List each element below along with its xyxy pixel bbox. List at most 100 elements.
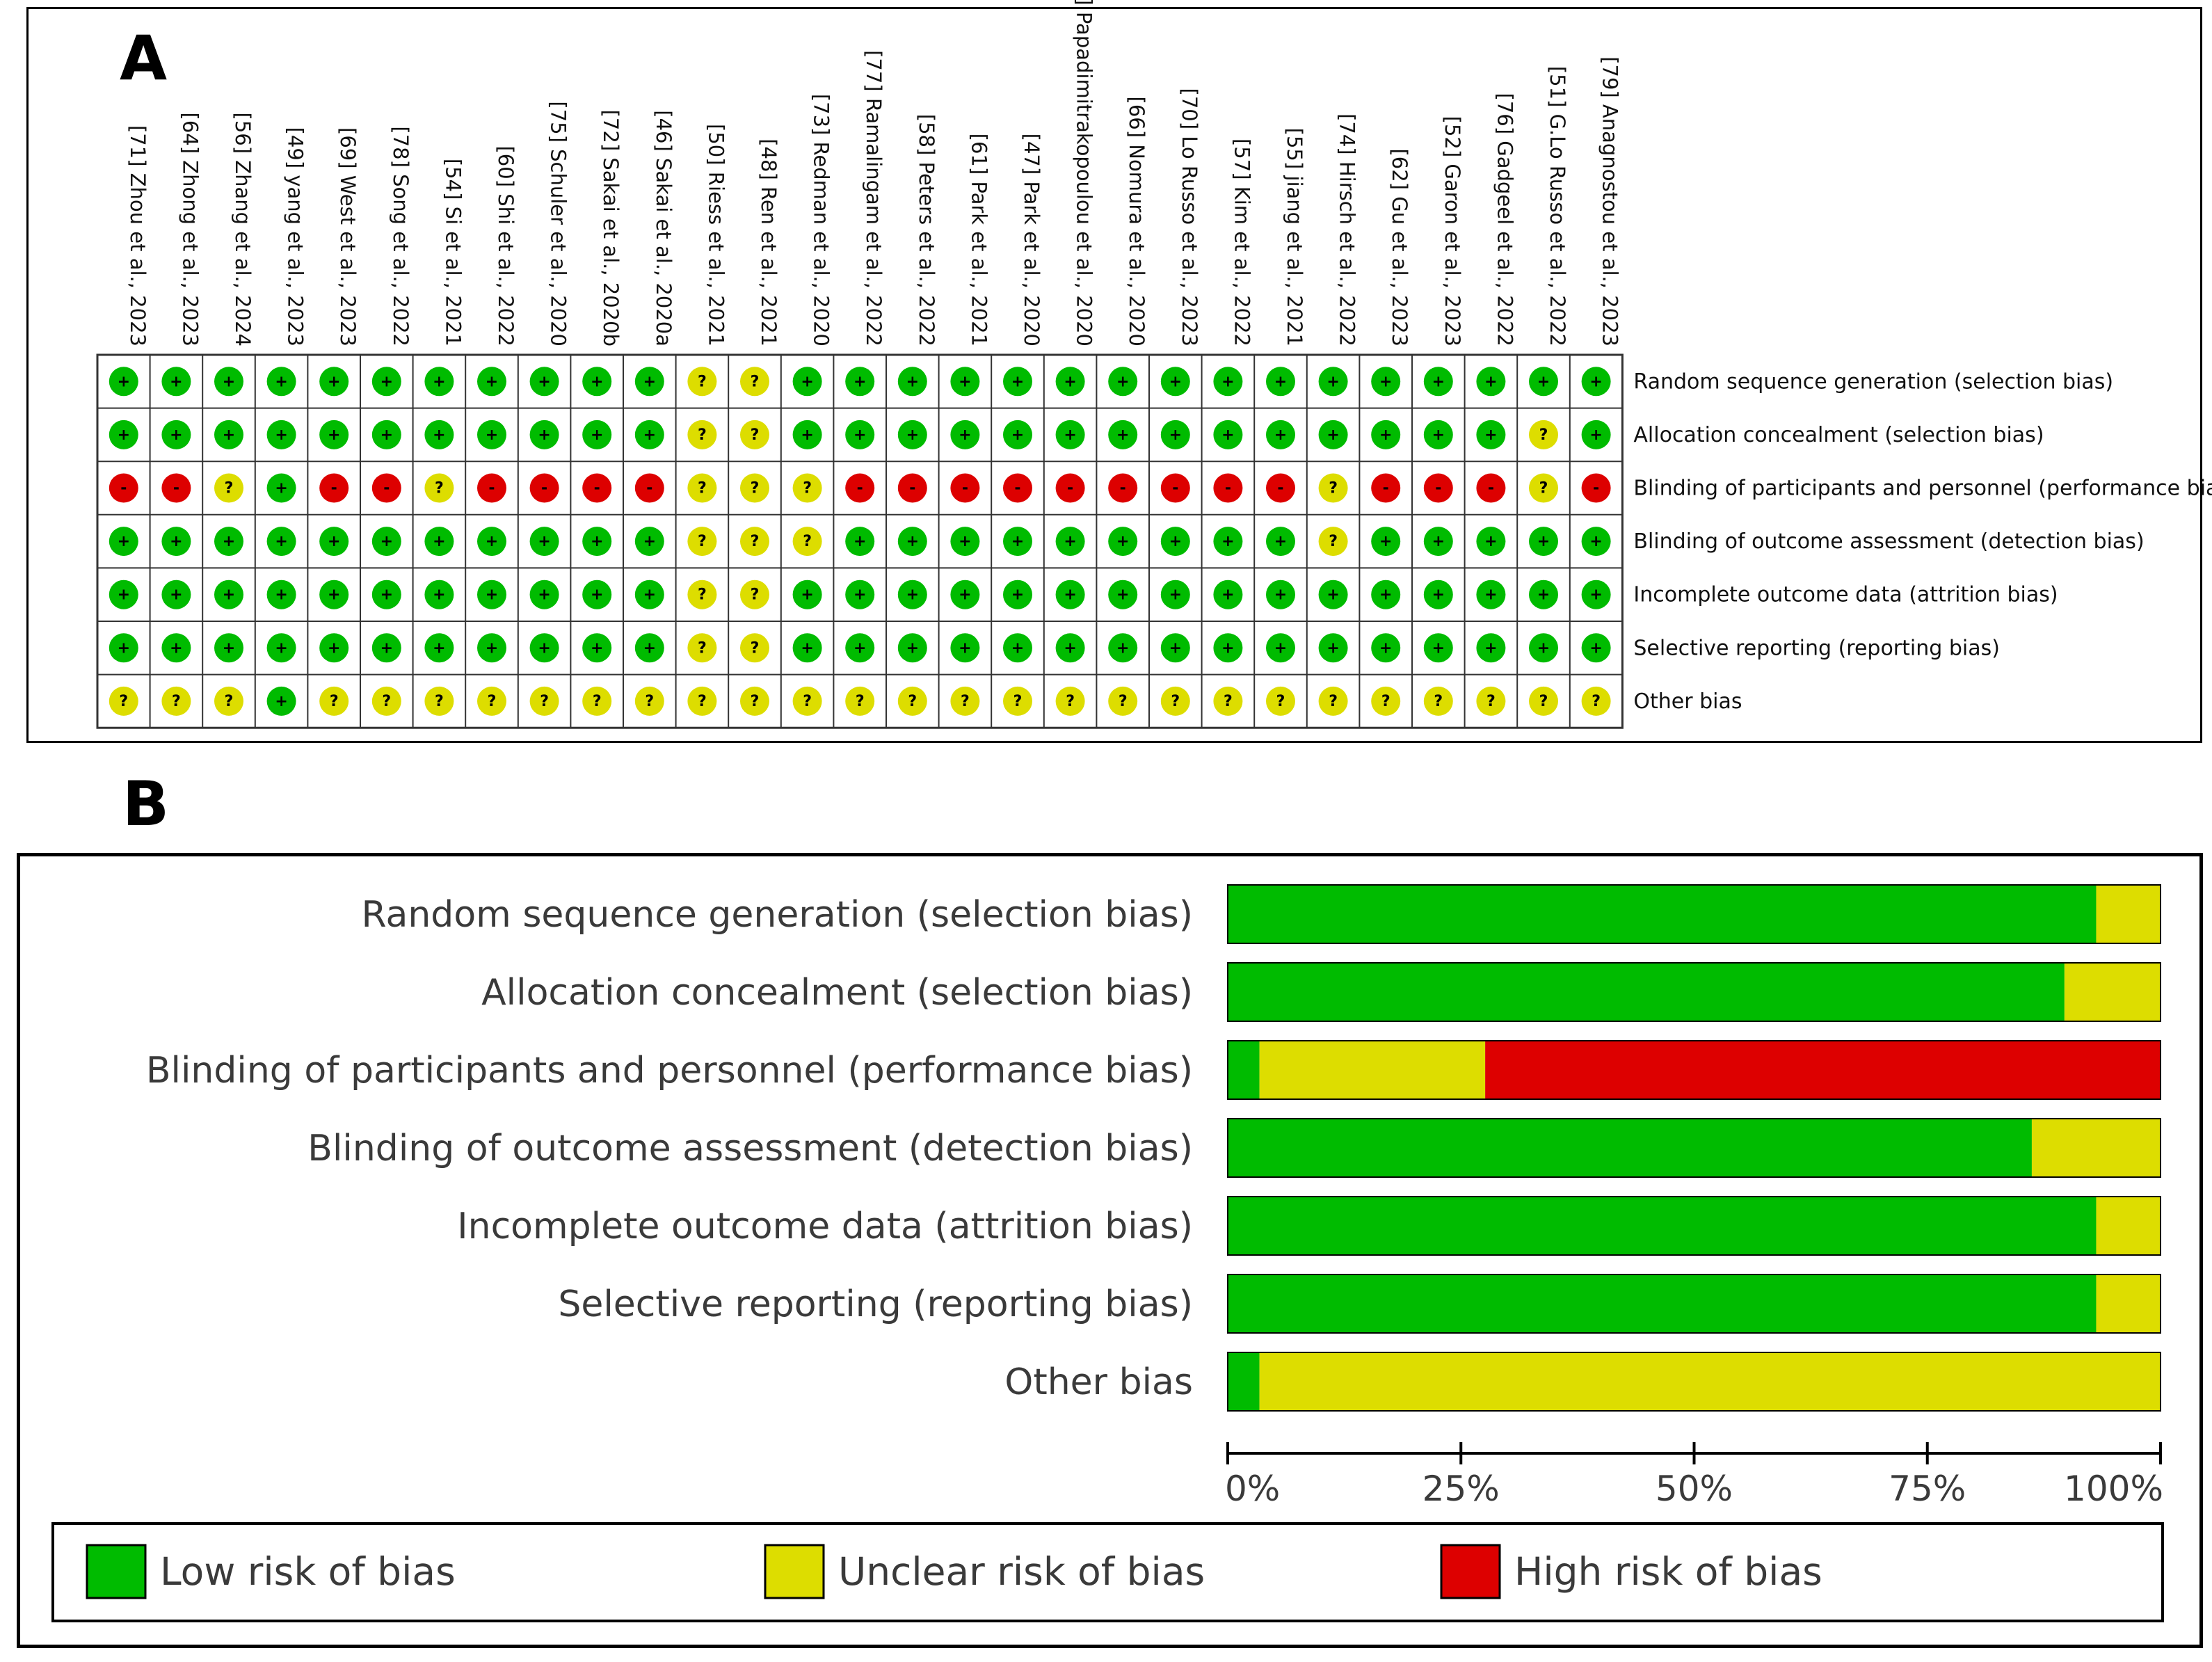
judgement-cell: + <box>109 527 138 557</box>
judgement-dot <box>266 527 296 557</box>
judgement-cell: - <box>897 473 927 503</box>
judgement-symbol: + <box>170 426 182 444</box>
judgement-cell: + <box>1423 527 1453 557</box>
judgement-dot <box>266 473 296 503</box>
judgement-dot <box>1108 367 1138 397</box>
judgement-cell: + <box>1371 580 1401 609</box>
judgement-cell: + <box>845 420 875 449</box>
judgement-cell: + <box>634 420 664 449</box>
judgement-symbol: ? <box>1381 693 1390 710</box>
judgement-symbol: + <box>1274 426 1287 444</box>
judgement-dot <box>687 367 717 397</box>
judgement-dot <box>371 580 401 609</box>
legend-frame <box>51 1522 2164 1622</box>
judgement-symbol: + <box>591 639 603 657</box>
judgement-cell: + <box>897 420 927 449</box>
judgement-symbol: + <box>1064 373 1076 390</box>
judgement-symbol: + <box>1011 639 1024 657</box>
bar-outline <box>1227 1274 2161 1334</box>
judgement-symbol: ? <box>1434 693 1443 710</box>
judgement-cell: + <box>1529 633 1558 663</box>
judgement-dot <box>740 633 769 663</box>
judgement-symbol: + <box>433 533 445 550</box>
judgement-symbol: + <box>275 373 287 390</box>
judgement-symbol: + <box>1589 373 1602 390</box>
judgement-symbol: ? <box>1539 426 1548 444</box>
judgement-dot <box>529 527 559 557</box>
judgement-cell: + <box>1318 420 1348 449</box>
judgement-symbol: + <box>643 373 656 390</box>
judgement-symbol: + <box>906 373 919 390</box>
judgement-dot <box>845 473 875 503</box>
judgement-dot <box>950 686 980 716</box>
judgement-symbol: ? <box>856 693 865 710</box>
judgement-cell: ? <box>792 686 822 716</box>
judgement-dot <box>214 527 243 557</box>
x-tick-label: 25% <box>1422 1469 1500 1509</box>
judgement-symbol: - <box>1120 480 1126 497</box>
judgement-dot <box>1581 580 1611 609</box>
judgement-cell: + <box>897 633 927 663</box>
judgement-symbol: + <box>1221 586 1234 604</box>
judgement-symbol: ? <box>540 693 549 710</box>
judgement-cell: + <box>1055 580 1085 609</box>
judgement-cell: - <box>1423 473 1453 503</box>
judgement-symbol: + <box>1484 426 1497 444</box>
bar-category-label: Allocation concealment (selection bias) <box>481 972 1193 1014</box>
judgement-cell: + <box>1160 633 1190 663</box>
judgement-cell: + <box>1476 420 1506 449</box>
judgement-dot <box>1003 633 1032 663</box>
judgement-cell: + <box>1423 580 1453 609</box>
judgement-symbol: + <box>906 426 919 444</box>
judgement-symbol: + <box>1064 639 1076 657</box>
study-label: [79] Anagnostou et al., 2023 <box>1598 56 1622 346</box>
judgement-dot <box>1266 686 1295 716</box>
judgement-symbol: + <box>1589 586 1602 604</box>
study-label: [76] Gadgeel et al., 2022 <box>1493 93 1516 346</box>
judgement-dot <box>1423 580 1453 609</box>
judgement-symbol: + <box>538 639 550 657</box>
judgement-cell: ? <box>371 686 401 716</box>
judgement-symbol: + <box>538 586 550 604</box>
judgement-symbol: - <box>1067 480 1073 497</box>
judgement-cell: + <box>1003 633 1032 663</box>
judgement-dot <box>477 473 506 503</box>
judgement-dot <box>477 367 506 397</box>
judgement-symbol: ? <box>751 533 760 550</box>
judgement-symbol: + <box>959 426 971 444</box>
judgement-cell: + <box>1423 420 1453 449</box>
judgement-cell: + <box>319 367 349 397</box>
judgement-symbol: + <box>906 586 919 604</box>
judgement-symbol: + <box>1011 586 1024 604</box>
study-label: [64] Zhong et al., 2023 <box>178 113 202 346</box>
judgement-cell: + <box>266 527 296 557</box>
judgement-dot <box>740 580 769 609</box>
judgement-dot <box>897 686 927 716</box>
judgement-symbol: + <box>1432 586 1445 604</box>
x-tick-label: 100% <box>2064 1469 2163 1509</box>
judgement-cell: + <box>1108 580 1138 609</box>
judgement-dot <box>529 367 559 397</box>
judgement-symbol: + <box>853 426 866 444</box>
judgement-cell: + <box>424 420 454 449</box>
judgement-cell: + <box>109 420 138 449</box>
judgement-dot <box>161 420 191 449</box>
judgement-dot <box>266 420 296 449</box>
judgement-cell: + <box>477 420 506 449</box>
judgement-dot <box>950 580 980 609</box>
bar-chart: Random sequence generation (selection bi… <box>146 884 2163 1509</box>
judgement-symbol: + <box>1432 426 1445 444</box>
judgement-cell: + <box>1529 367 1558 397</box>
judgement-dot <box>634 580 664 609</box>
judgement-dot <box>1318 420 1348 449</box>
judgement-dot <box>371 686 401 716</box>
study-label: [70] Lo Russo et al., 2023 <box>1178 88 1201 346</box>
judgement-symbol: ? <box>1486 693 1496 710</box>
judgement-cell: + <box>266 367 296 397</box>
bar-segment-low <box>1228 1041 1260 1099</box>
judgement-cell: + <box>319 633 349 663</box>
bar-outline <box>1227 1118 2161 1178</box>
bar-outline <box>1227 1196 2161 1256</box>
study-label: [55] jiang et al., 2021 <box>1283 128 1306 346</box>
judgement-dot <box>1108 580 1138 609</box>
